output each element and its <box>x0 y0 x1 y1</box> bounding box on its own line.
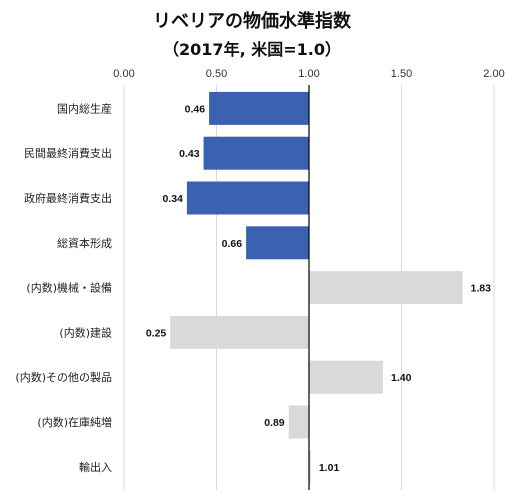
bars <box>170 91 463 484</box>
bar <box>309 450 311 484</box>
x-axis-ticks: 0.00 0.50 1.00 1.50 2.00 <box>113 68 504 80</box>
bar <box>288 405 309 439</box>
x-tick-label: 0.50 <box>206 68 227 80</box>
x-tick-label: 1.00 <box>298 68 319 80</box>
x-tick-label: 1.50 <box>391 68 412 80</box>
data-label: 0.89 <box>264 417 285 429</box>
x-tick-label: 0.00 <box>113 68 134 80</box>
data-label: 0.66 <box>222 238 243 250</box>
category-label: 輸出入 <box>79 460 112 474</box>
bar <box>186 181 309 215</box>
category-label: (内数)機械・設備 <box>26 281 112 295</box>
data-label: 0.34 <box>162 193 183 205</box>
data-label: 0.25 <box>146 327 167 339</box>
bar <box>309 360 383 394</box>
data-label: 0.46 <box>185 103 206 115</box>
category-label: 総資本形成 <box>57 236 112 250</box>
bar <box>246 226 309 260</box>
data-label: 1.01 <box>319 462 340 474</box>
data-label: 0.43 <box>179 148 200 160</box>
category-label: 政府最終消費支出 <box>24 191 112 205</box>
data-label: 1.83 <box>471 283 492 295</box>
category-label: (内数)建設 <box>59 325 112 339</box>
data-label: 1.40 <box>391 372 412 384</box>
bar <box>203 136 309 170</box>
value-labels: 0.46 0.43 0.34 0.66 1.83 0.25 1.40 0.89 1.01 <box>146 103 491 473</box>
category-label: (内数)在庫純増 <box>37 415 112 429</box>
x-tick-label: 2.00 <box>483 68 504 80</box>
category-label: 民間最終消費支出 <box>24 146 112 160</box>
chart-title: リベリアの物価水準指数 <box>153 10 352 32</box>
category-label: 国内総生産 <box>57 101 112 115</box>
bar <box>209 91 309 125</box>
bar <box>309 271 463 305</box>
category-label: (内数)その他の製品 <box>15 370 112 384</box>
chart-subtitle: （2017年, 米国=1.0） <box>163 40 341 59</box>
bar <box>170 315 309 349</box>
